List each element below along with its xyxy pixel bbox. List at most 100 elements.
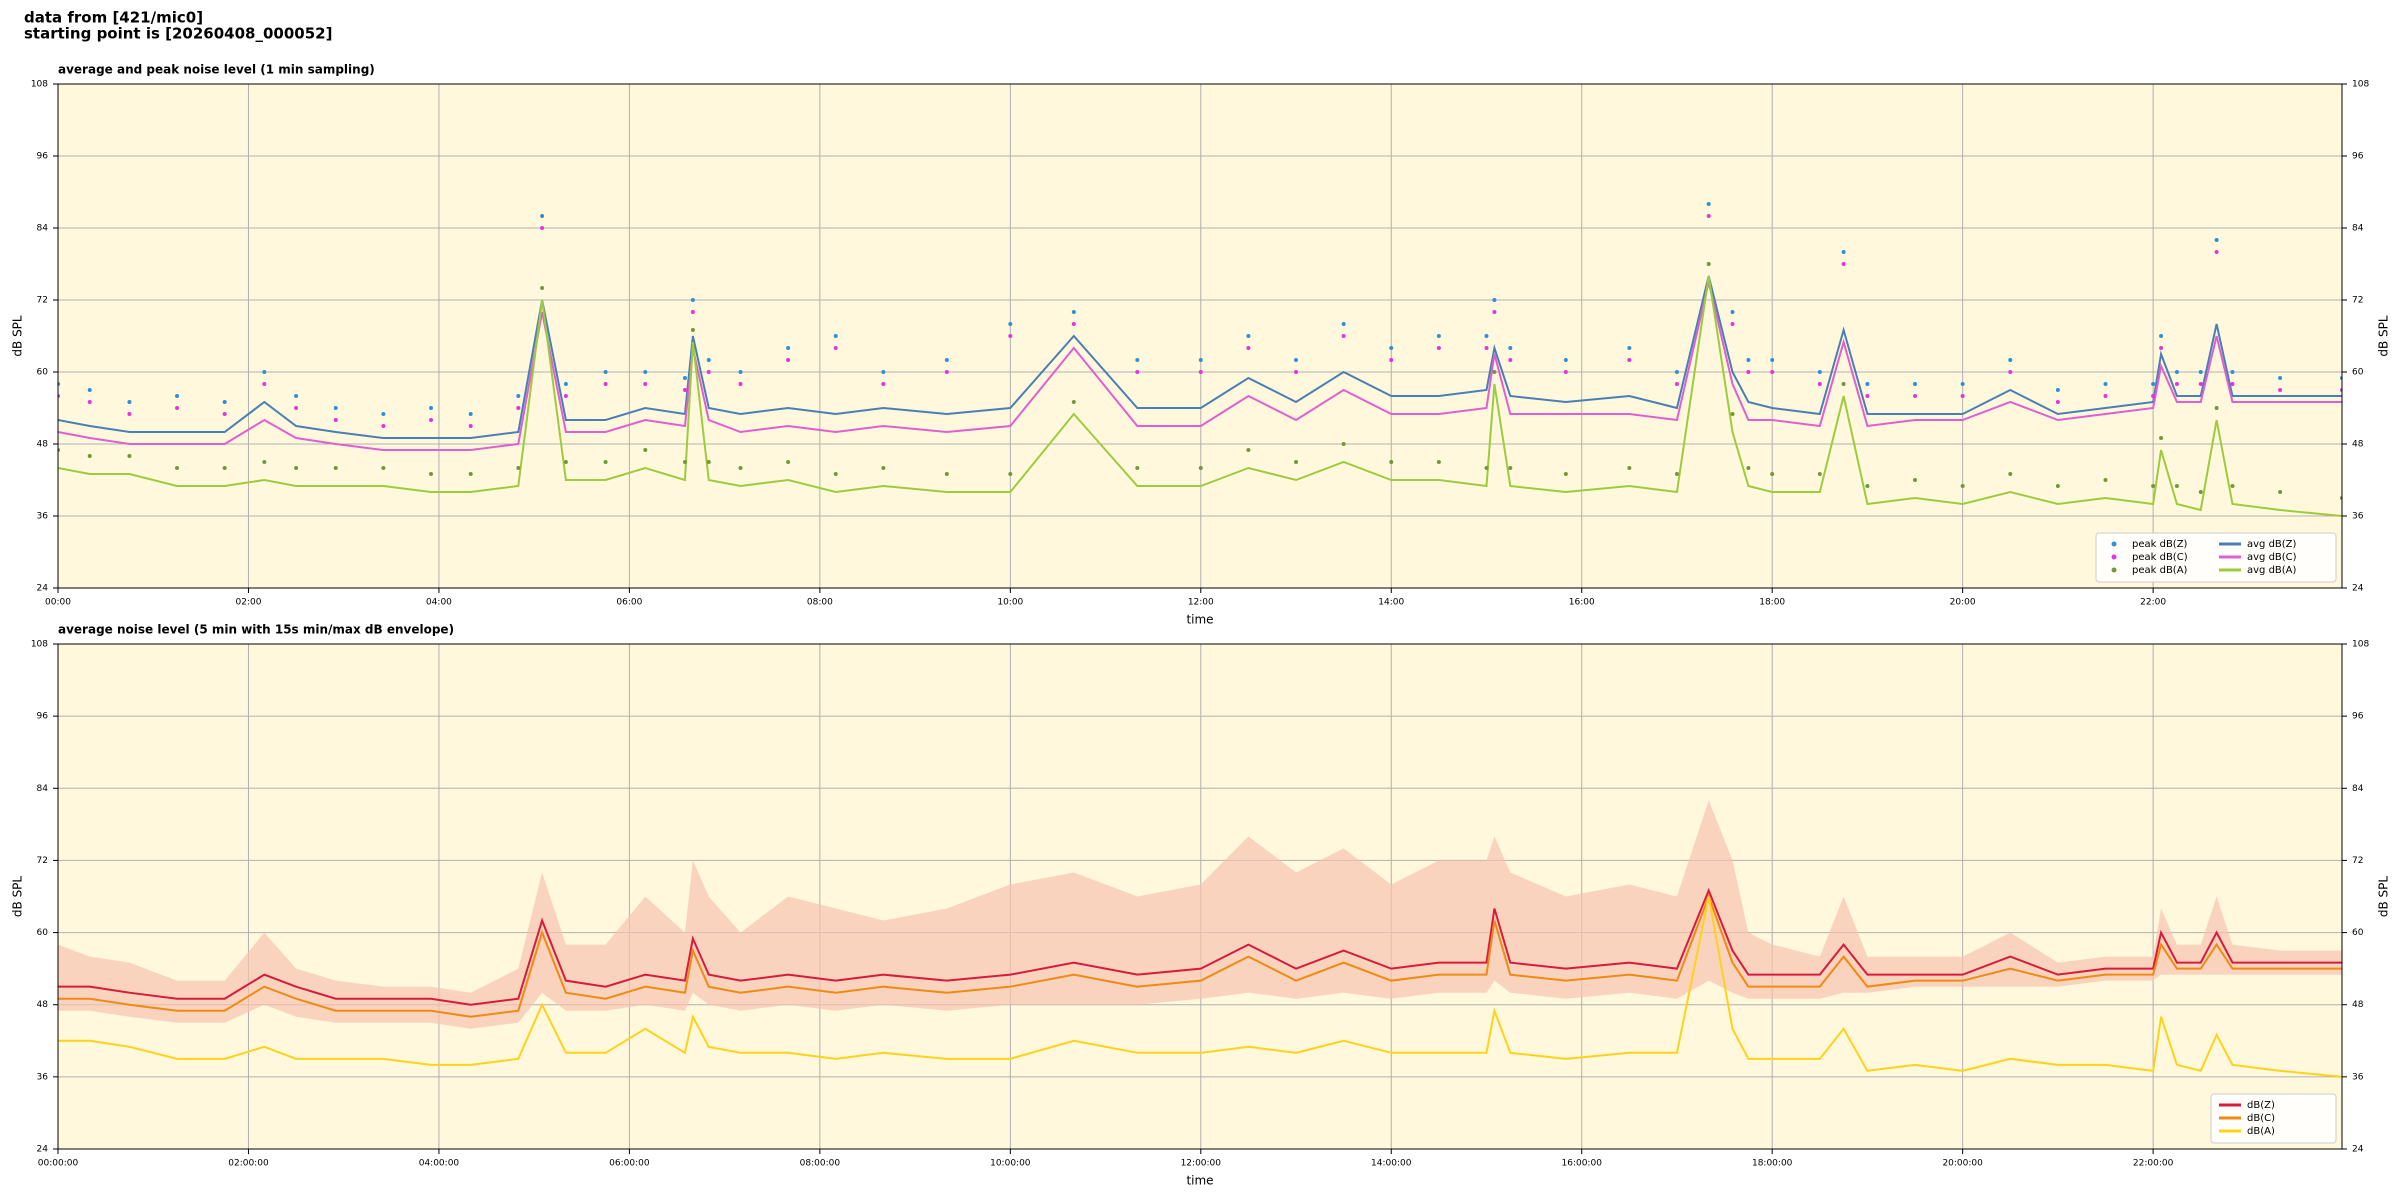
plot-content	[58, 800, 2342, 1078]
plot-area	[58, 84, 2342, 588]
legend-marker	[2111, 541, 2117, 547]
peak-point	[881, 466, 886, 470]
peak-point	[1135, 466, 1140, 470]
peak-point	[1294, 460, 1299, 464]
peak-point	[2214, 238, 2219, 242]
peak-point	[1008, 334, 1013, 338]
peak-point	[2214, 250, 2219, 254]
peak-point	[1389, 358, 1394, 362]
peak-point	[222, 400, 227, 404]
y-tick-label: 60	[37, 368, 49, 378]
peak-point	[333, 466, 338, 470]
peak-point	[294, 406, 299, 410]
peak-point	[381, 412, 386, 416]
peak-point	[706, 460, 711, 464]
x-tick-label: 00:00:00	[38, 1159, 79, 1169]
peak-point	[1706, 214, 1711, 218]
peak-point	[1563, 472, 1568, 476]
y2-tick-label: 36	[2352, 512, 2364, 522]
x-tick-label: 18:00	[1759, 598, 1785, 608]
peak-point	[1960, 382, 1965, 386]
x-tick-label: 22:00:00	[2133, 1159, 2174, 1169]
peak-point	[706, 370, 711, 374]
peak-point	[1198, 466, 1203, 470]
x-axis-label: time	[1186, 613, 1213, 627]
peak-point	[2230, 484, 2235, 488]
peak-point	[1389, 460, 1394, 464]
series-line	[58, 281, 2342, 451]
peak-point	[127, 412, 132, 416]
peak-point	[1770, 358, 1775, 362]
x-tick-label: 16:00	[1569, 598, 1595, 608]
peak-point	[2230, 370, 2235, 374]
peak-point	[603, 382, 608, 386]
y2-axis-label: dB SPL	[2377, 876, 2391, 918]
peak-point	[1198, 358, 1203, 362]
peak-point	[1135, 358, 1140, 362]
plot-frame	[57, 83, 2343, 589]
peak-point	[1674, 382, 1679, 386]
legend-label: peak dB(C)	[2132, 552, 2188, 563]
x-tick-label: 14:00:00	[1371, 1159, 1412, 1169]
y2-tick-label: 36	[2352, 1072, 2364, 1082]
y2-tick-label: 48	[2352, 1000, 2364, 1010]
y-tick-label: 36	[37, 512, 49, 522]
peak-point	[2055, 400, 2060, 404]
peak-point	[1492, 370, 1497, 374]
peak-point	[738, 466, 743, 470]
peak-point	[1294, 370, 1299, 374]
peak-point	[1627, 346, 1632, 350]
peak-point	[2151, 484, 2156, 488]
y-axis-label: dB SPL	[11, 315, 25, 357]
y2-tick-label: 84	[2352, 224, 2364, 234]
legend-label: avg dB(A)	[2247, 565, 2297, 576]
y-tick-label: 60	[37, 928, 49, 938]
peak-point	[1484, 334, 1489, 338]
peak-point	[468, 472, 473, 476]
legend-label: dB(A)	[2247, 1126, 2275, 1137]
peak-point	[2214, 406, 2219, 410]
header-start: starting point is [20260408_000052]	[24, 25, 332, 43]
peak-point	[262, 382, 267, 386]
peak-point	[516, 466, 521, 470]
peak-point	[2103, 394, 2108, 398]
peak-point	[175, 394, 180, 398]
peak-point	[1341, 442, 1346, 446]
x-tick-label: 16:00:00	[1562, 1159, 1603, 1169]
peak-point	[2151, 382, 2156, 386]
peak-point	[1865, 484, 1870, 488]
peak-point	[1817, 382, 1822, 386]
peak-point	[1913, 478, 1918, 482]
peak-point	[706, 358, 711, 362]
series-line	[58, 275, 2342, 439]
x-tick-label: 22:00	[2140, 598, 2166, 608]
peak-point	[1841, 250, 1846, 254]
peak-point	[1484, 466, 1489, 470]
plot-frame	[57, 643, 2343, 1150]
peak-point	[1841, 262, 1846, 266]
peak-point	[1508, 346, 1513, 350]
y2-tick-label: 108	[2352, 640, 2369, 650]
chart-title: average noise level (5 min with 15s min/…	[58, 623, 454, 637]
peak-point	[682, 376, 687, 380]
legend-marker	[2111, 567, 2117, 573]
x-tick-label: 18:00:00	[1752, 1159, 1793, 1169]
peak-point	[2008, 358, 2013, 362]
peak-point	[516, 394, 521, 398]
peak-point	[87, 388, 92, 392]
peak-point	[833, 334, 838, 338]
peak-point	[2055, 484, 2060, 488]
x-axis-label: time	[1186, 1174, 1213, 1188]
peak-point	[381, 424, 386, 428]
peak-point	[881, 382, 886, 386]
peak-point	[1770, 472, 1775, 476]
peak-point	[1913, 382, 1918, 386]
peak-point	[2159, 346, 2164, 350]
peak-point	[2103, 478, 2108, 482]
envelope-area	[58, 800, 2342, 1029]
y2-tick-label: 24	[2352, 584, 2364, 594]
peak-point	[1246, 334, 1251, 338]
peak-point	[1841, 382, 1846, 386]
peak-point	[1865, 382, 1870, 386]
peak-point	[1627, 466, 1632, 470]
